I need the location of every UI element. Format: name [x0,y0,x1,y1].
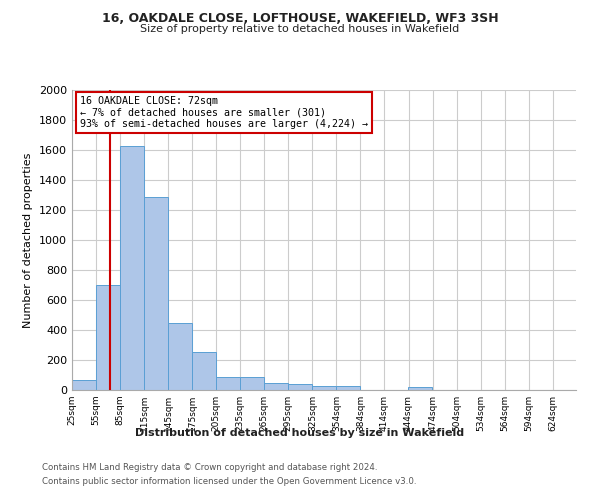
Bar [240,376,265,390]
Bar [408,388,432,390]
Y-axis label: Number of detached properties: Number of detached properties [23,152,34,328]
Bar [168,324,192,390]
Bar [265,382,289,390]
Text: Contains public sector information licensed under the Open Government Licence v3: Contains public sector information licen… [42,477,416,486]
Bar [120,146,144,390]
Bar [335,386,359,390]
Text: Contains HM Land Registry data © Crown copyright and database right 2024.: Contains HM Land Registry data © Crown c… [42,464,377,472]
Bar [313,386,337,390]
Bar [96,285,120,390]
Text: Size of property relative to detached houses in Wakefield: Size of property relative to detached ho… [140,24,460,34]
Bar [192,352,216,390]
Text: 16 OAKDALE CLOSE: 72sqm
← 7% of detached houses are smaller (301)
93% of semi-de: 16 OAKDALE CLOSE: 72sqm ← 7% of detached… [80,96,368,129]
Bar [144,197,168,390]
Bar [216,376,240,390]
Text: 16, OAKDALE CLOSE, LOFTHOUSE, WAKEFIELD, WF3 3SH: 16, OAKDALE CLOSE, LOFTHOUSE, WAKEFIELD,… [101,12,499,26]
Text: Distribution of detached houses by size in Wakefield: Distribution of detached houses by size … [136,428,464,438]
Bar [289,384,313,390]
Bar [72,380,96,390]
